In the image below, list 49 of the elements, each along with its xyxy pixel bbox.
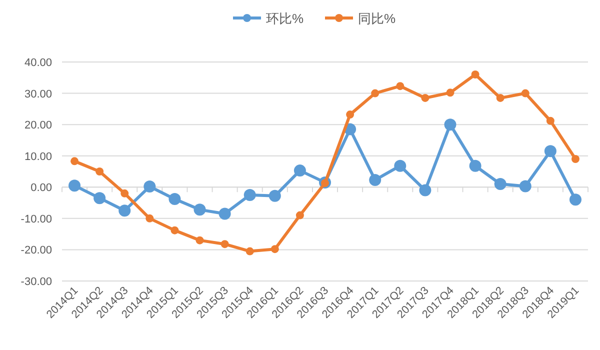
- point: [569, 194, 582, 206]
- point: [146, 214, 154, 222]
- point: [218, 208, 231, 220]
- point: [519, 180, 532, 192]
- point: [220, 240, 229, 248]
- point: [294, 164, 306, 177]
- point: [170, 226, 179, 234]
- point: [419, 184, 432, 196]
- point: [421, 94, 430, 102]
- point: [168, 193, 181, 206]
- point: [194, 204, 206, 216]
- point: [521, 89, 530, 98]
- point: [394, 160, 406, 172]
- y-tick-label: 0.00: [30, 182, 52, 194]
- point: [444, 118, 456, 131]
- point: [369, 174, 382, 186]
- point: [469, 160, 482, 172]
- point: [120, 189, 129, 198]
- point: [546, 116, 554, 125]
- legend-label: 环比%: [266, 11, 304, 26]
- point: [118, 204, 131, 217]
- point: [70, 157, 79, 166]
- point: [268, 190, 281, 202]
- y-tick-label: -20.00: [20, 244, 52, 257]
- point: [296, 211, 304, 220]
- point: [94, 192, 106, 204]
- point: [246, 247, 254, 256]
- y-tick-label: 20.00: [24, 120, 52, 132]
- y-tick-label: 40.00: [24, 57, 52, 69]
- y-tick-label: 30.00: [24, 88, 52, 100]
- y-tick-label: -30.00: [20, 276, 52, 288]
- legend-label: 同比%: [358, 11, 396, 26]
- point: [494, 178, 506, 190]
- point: [270, 245, 279, 254]
- point: [396, 82, 404, 90]
- point: [346, 110, 354, 119]
- point: [571, 154, 580, 163]
- point: [471, 70, 480, 79]
- y-tick-label: 10.00: [24, 150, 52, 163]
- point: [446, 88, 454, 97]
- y-tick-label: -10.00: [20, 213, 52, 226]
- point: [496, 94, 504, 102]
- point: [544, 145, 556, 158]
- point: [96, 168, 104, 176]
- point: [144, 180, 156, 193]
- point: [196, 236, 204, 244]
- point: [68, 180, 81, 192]
- point: [371, 89, 380, 98]
- point: [244, 188, 256, 201]
